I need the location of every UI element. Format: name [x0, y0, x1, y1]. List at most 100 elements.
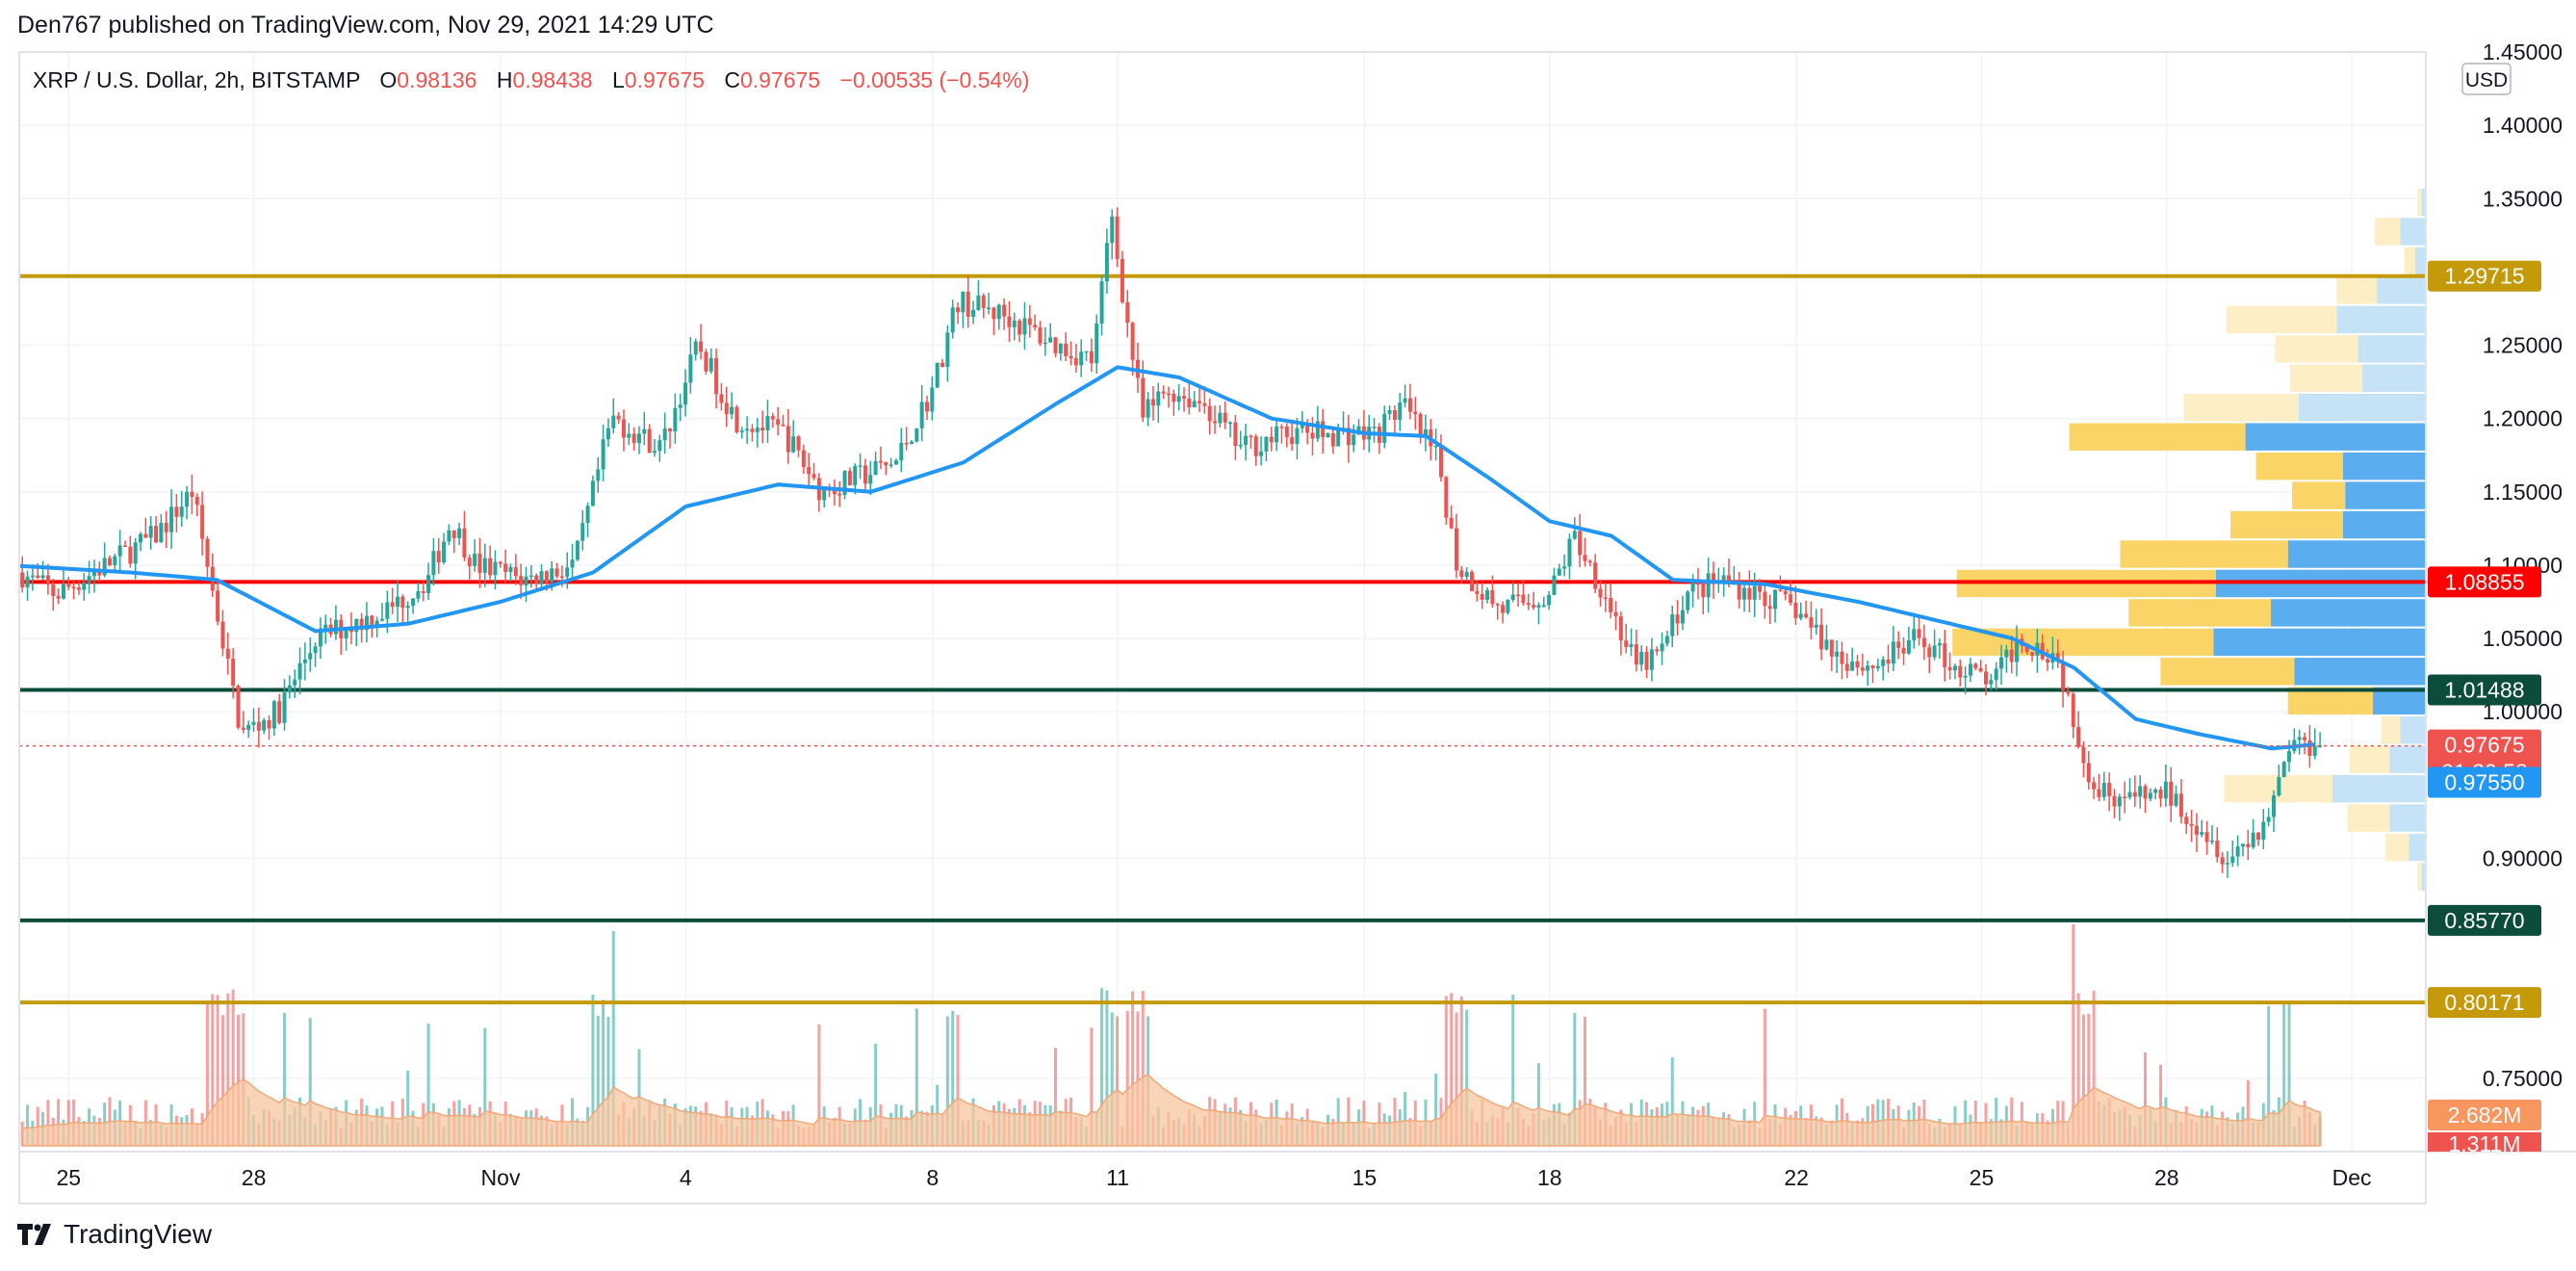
volume-bar [1465, 1009, 1469, 1146]
candle-body [1192, 401, 1197, 408]
candle-body [216, 590, 220, 622]
volume-profile-down [2292, 481, 2346, 509]
candle-body [2246, 843, 2251, 847]
candle-body [996, 304, 1001, 320]
candle-body [1587, 560, 1592, 563]
tradingview-brand[interactable]: TradingView [17, 1219, 212, 1250]
candle-body [1089, 350, 1094, 364]
volume-profile-down [2128, 599, 2272, 627]
candle-body [688, 354, 693, 383]
candle-body [559, 576, 564, 579]
candle-body [1038, 327, 1043, 344]
candle-body [2194, 825, 2199, 835]
candle-body [807, 467, 811, 475]
candles [20, 207, 2323, 878]
candle-body [374, 620, 379, 627]
candle-body [370, 615, 374, 627]
volume-profile-down [2275, 335, 2358, 363]
candle-body [2297, 737, 2302, 740]
candle-body [2015, 638, 2020, 662]
candle-body [2178, 793, 2183, 817]
volume-profile-up [2343, 452, 2426, 480]
volume-bar [483, 1027, 487, 1146]
volume-bar [26, 1104, 30, 1146]
time-tick-label: Nov [481, 1165, 521, 1190]
candle-body [1150, 399, 1155, 406]
candle-body [513, 567, 518, 577]
candle-body [863, 465, 867, 484]
candle-body [1829, 639, 1834, 657]
candle-body [627, 433, 631, 438]
low-value: 0.97675 [624, 67, 705, 92]
price-tick-label: 1.25000 [2483, 333, 2563, 358]
candle-body [1490, 589, 1495, 605]
candle-body [2004, 649, 2009, 658]
volume-bar [956, 1015, 960, 1146]
candle-body [730, 406, 734, 415]
volume-profile-down [2183, 394, 2299, 422]
currency-badge[interactable]: USD [2461, 63, 2512, 95]
horizontal-levels[interactable] [19, 273, 2426, 1005]
volume-profile-up [2414, 246, 2426, 275]
candle-body [1033, 324, 1038, 328]
volume-bar [2072, 924, 2075, 1146]
candle-body [739, 430, 744, 432]
candle-body [2148, 792, 2152, 799]
candle-body [1978, 667, 1983, 672]
candle-body [493, 561, 498, 576]
candle-body [1079, 351, 1084, 366]
candle-body [1198, 401, 1202, 403]
candle-body [1058, 343, 1063, 353]
candle-body [554, 568, 559, 577]
candle-body [919, 402, 924, 428]
candle-body [2061, 661, 2066, 691]
candle-body [344, 629, 348, 639]
volume-bar [46, 1100, 50, 1146]
candle-body [1330, 433, 1335, 447]
candle-body [1146, 399, 1150, 418]
volume-profile-up [2343, 510, 2426, 539]
candle-body [1798, 613, 1803, 618]
candle-body [1855, 661, 1860, 668]
volume-profile-down [2417, 863, 2422, 891]
candle-body [1007, 316, 1012, 327]
candle-body [256, 721, 261, 731]
candle-body [1999, 657, 2004, 669]
candle-body [1526, 603, 1531, 606]
volume-bar [2282, 1003, 2286, 1146]
candle-body [1921, 637, 1926, 648]
candle-body [2055, 653, 2060, 662]
volume-profile-up [2245, 423, 2426, 451]
candle-body [1680, 610, 1685, 624]
candle-body [693, 341, 698, 355]
candle-body [2230, 856, 2235, 864]
candle-body [966, 291, 970, 317]
candle-body [1073, 358, 1078, 366]
candle-body [1973, 663, 1978, 668]
candle-body [1809, 617, 1814, 628]
candle-body [20, 572, 25, 588]
candle-body [76, 587, 81, 590]
candle-body [601, 439, 605, 470]
candle-body [1403, 398, 1407, 403]
candle-body [2312, 745, 2317, 756]
candle-body [1264, 436, 1269, 452]
symbol-title[interactable]: XRP / U.S. Dollar, 2h, BITSTAMP [33, 67, 361, 92]
time-tick-label: 15 [1352, 1165, 1378, 1190]
volume-bar [1536, 1063, 1540, 1146]
candle-body [107, 558, 112, 565]
candle-body [287, 685, 292, 693]
candle-body [2255, 832, 2260, 841]
open-value: 0.98136 [397, 67, 477, 92]
candle-body [1284, 427, 1289, 438]
candle-body [1300, 424, 1304, 428]
volume-profile-up [2409, 833, 2426, 862]
time-tick-label: 18 [1537, 1165, 1562, 1190]
publisher-header: Den767 published on TradingView.com, Nov… [17, 12, 714, 39]
time-tick-label: 25 [56, 1165, 81, 1190]
candle-body [473, 553, 477, 566]
candle-body [174, 506, 179, 517]
candle-body [91, 571, 96, 577]
candle-body [462, 528, 467, 558]
